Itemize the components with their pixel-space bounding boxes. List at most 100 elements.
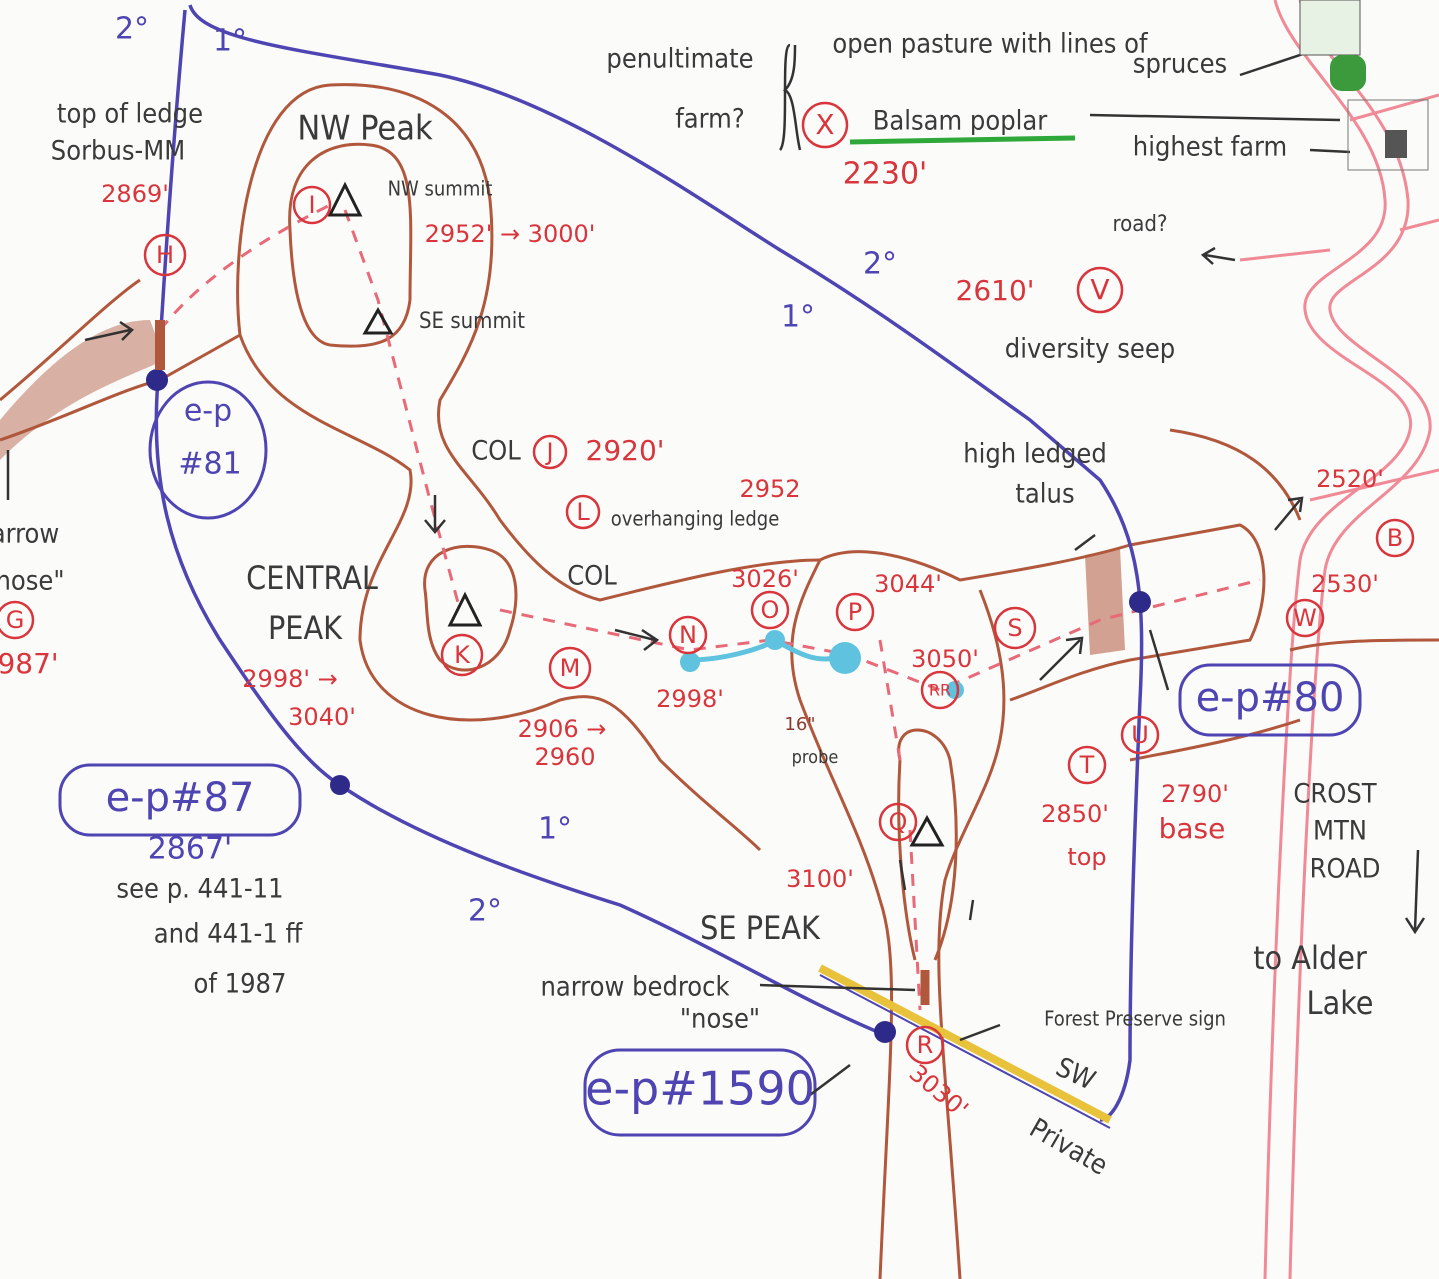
arrow <box>425 495 445 532</box>
survey-points <box>146 369 168 391</box>
note: to Alder <box>1253 939 1367 977</box>
peak-name: SE PEAK <box>700 909 821 947</box>
note: talus <box>1015 479 1074 510</box>
brace <box>780 45 800 150</box>
elevation: 2869' <box>101 180 169 208</box>
elevation: 2998' <box>656 685 724 713</box>
note: Lake <box>1307 984 1374 1022</box>
peak-name: PEAK <box>268 609 343 647</box>
note: highest farm <box>1133 132 1287 163</box>
note: "nose" <box>680 1004 760 1035</box>
note: NW summit <box>388 177 493 201</box>
elevation: 3044' <box>874 570 942 598</box>
arrow <box>900 860 973 920</box>
point-letter: T <box>1079 751 1095 779</box>
road-name: MTN <box>1313 816 1367 847</box>
arrow <box>960 1025 1000 1040</box>
note: see p. 441-11 <box>116 874 283 905</box>
summits <box>450 595 480 625</box>
elevation: 3100' <box>786 865 854 893</box>
zone-label: 1° <box>538 812 572 847</box>
elevation: 2960 <box>534 743 595 771</box>
note: overhanging ledge <box>611 507 780 531</box>
survey-points <box>330 775 350 795</box>
note: probe <box>792 747 839 768</box>
sketch-map: 2° 1° 1° 2° 1° 2° e-p #81 e-p#87 2867' e… <box>0 0 1439 1279</box>
note: base <box>1159 812 1226 845</box>
ep-label: e-p#1590 <box>585 1062 815 1116</box>
point-letter: W <box>1293 604 1317 632</box>
note: Balsam poplar <box>873 106 1048 137</box>
ep-label: e-p#80 <box>1196 675 1345 721</box>
zone-label: 1° <box>213 24 247 59</box>
point-letter: J <box>544 438 553 466</box>
point-letter: I <box>308 191 315 219</box>
point-letter: X <box>815 108 834 141</box>
elevation: 2867' <box>148 832 233 867</box>
ledge-shade <box>0 320 165 460</box>
elevation: 3050' <box>911 645 979 673</box>
note: road? <box>1113 212 1168 237</box>
seep-dots <box>680 652 700 672</box>
zone-label: 1° <box>781 300 815 335</box>
road-name: CROST <box>1293 779 1376 810</box>
zone-label: 2° <box>115 12 149 47</box>
elevation: 3030' <box>904 1059 974 1124</box>
point-letter: N <box>679 621 697 649</box>
elevation: 2850' <box>1041 800 1109 828</box>
note: arrow <box>0 519 59 550</box>
point-letter: K <box>454 641 471 669</box>
note: SE summit <box>419 309 525 334</box>
elevation: 2790' <box>1161 780 1229 808</box>
spruce <box>1330 55 1366 91</box>
ep-label: e-p#87 <box>106 775 255 821</box>
ridge <box>290 144 411 346</box>
arrow <box>1203 248 1235 264</box>
note: farm? <box>675 104 745 135</box>
elevation: 2520' <box>1316 465 1384 493</box>
note: Forest Preserve sign <box>1044 1007 1226 1031</box>
note: and 441-1 ff <box>154 919 304 950</box>
note: open pasture with lines of <box>832 29 1149 60</box>
note: 16" <box>784 714 815 735</box>
note: nose" <box>0 566 65 597</box>
point-letter: R <box>917 1031 934 1059</box>
peak-name: CENTRAL <box>246 559 378 597</box>
seep-dots <box>829 642 861 674</box>
arrow <box>1406 850 1424 932</box>
point-letter: U <box>1131 721 1149 749</box>
ridge <box>820 525 1264 700</box>
elevation: 3026' <box>731 565 799 593</box>
note: COL <box>567 561 617 592</box>
note: COL <box>471 436 521 467</box>
elevation: 2952' → 3000' <box>425 220 596 248</box>
zone-label: 2° <box>468 894 502 929</box>
elevation: 2530' <box>1311 570 1379 598</box>
underline <box>850 138 1075 142</box>
note: Sorbus-MM <box>51 136 185 167</box>
note: top of ledge <box>57 99 203 130</box>
zone-label: 2° <box>863 247 897 282</box>
point-letter: H <box>156 241 174 269</box>
elevation: 2610' <box>956 274 1035 307</box>
point-letter: S <box>1007 614 1022 642</box>
ep-label: e-p <box>184 394 232 429</box>
point-letter: V <box>1090 273 1109 306</box>
point-letter: L <box>576 498 590 526</box>
summits <box>365 310 391 333</box>
point-letter: O <box>761 596 780 624</box>
point-letter: M <box>560 654 581 682</box>
farm-box <box>1300 0 1360 55</box>
note: high ledged <box>963 439 1107 470</box>
point-letter: Q <box>889 808 908 836</box>
note: top <box>1067 843 1106 871</box>
elevation: 2906 → <box>518 715 607 743</box>
point-letter: P <box>848 598 862 626</box>
elevation: 3040' <box>288 703 356 731</box>
elevation: 987' <box>0 647 59 680</box>
peak-name: NW Peak <box>297 109 433 149</box>
note: narrow bedrock <box>540 972 729 1003</box>
elevation: 2230' <box>843 157 928 192</box>
ep-label: #81 <box>178 447 241 482</box>
survey-points <box>874 1021 896 1043</box>
